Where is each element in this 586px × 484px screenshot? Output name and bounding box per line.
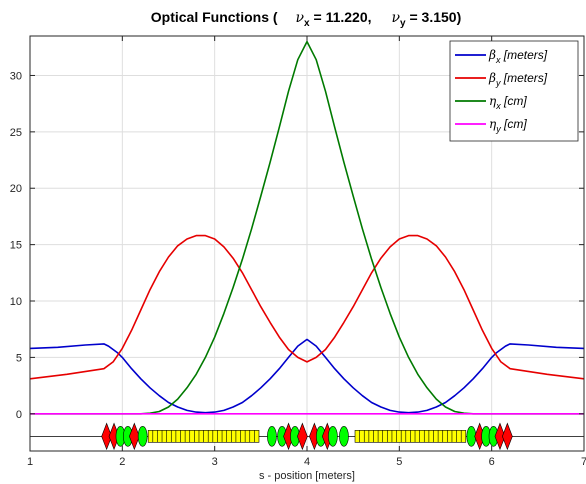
plot-frame	[29, 35, 585, 452]
x-tick-label-7: 7	[581, 456, 586, 468]
lattice-elements	[30, 422, 584, 451]
title-nu-y-sub: y	[400, 18, 406, 29]
chart-title: Optical Functions (νx = 11.220, νy = 3.15…	[151, 9, 462, 29]
title-nu-x-value: = 11.220,	[310, 9, 372, 25]
legend-entry-3: ηy [cm]	[489, 117, 527, 134]
y-tick-label-25: 25	[10, 127, 22, 139]
lattice-quad-focusing-22	[494, 422, 506, 451]
lattice-quad-defocusing-15	[328, 426, 338, 447]
y-tick-label-20: 20	[10, 183, 22, 195]
tick-labels: 1 2 3 4 5 6 7 0 5 10 15 20 25 30	[10, 70, 586, 468]
legend-entry-1: βy [meters]	[488, 71, 548, 88]
series-lines	[29, 40, 585, 415]
x-tick-label-1: 1	[27, 456, 33, 468]
x-tick-label-3: 3	[212, 456, 218, 468]
y-tick-label-5: 5	[16, 352, 22, 364]
series-line-1	[29, 234, 585, 380]
lattice-quad-focusing-11	[297, 422, 308, 451]
legend-entry-0: βx [meters]	[488, 48, 548, 65]
lattice-quad-focusing-23	[502, 422, 513, 451]
title-nu-y-symbol: ν	[392, 10, 401, 26]
x-tick-label-2: 2	[119, 456, 125, 468]
legend-entry-2: ηx [cm]	[489, 94, 527, 111]
lattice-quad-focusing-4	[129, 422, 140, 451]
series-line-0	[29, 338, 585, 414]
x-tick-label-6: 6	[489, 456, 495, 468]
lattice-quad-focusing-0	[101, 422, 112, 451]
legend: βx [meters] βy [meters] ηx [cm] ηy [cm]	[449, 40, 579, 142]
title-nu-x-symbol: ν	[296, 10, 305, 26]
title-nu-y-value: = 3.150)	[406, 9, 462, 25]
y-tick-label-30: 30	[10, 70, 22, 82]
y-tick-label-15: 15	[10, 240, 22, 252]
title-prefix: Optical Functions (	[151, 9, 278, 25]
lattice-quad-defocusing-16	[339, 426, 349, 447]
x-tick-label-4: 4	[304, 456, 310, 468]
x-tick-label-5: 5	[396, 456, 402, 468]
lattice-quad-defocusing-5	[137, 426, 148, 447]
lattice-quad-defocusing-7	[267, 426, 277, 447]
y-tick-label-0: 0	[16, 409, 22, 421]
title-nu-x-sub: x	[304, 18, 310, 29]
x-axis-label: s - position [meters]	[259, 470, 355, 482]
series-line-2	[30, 40, 584, 415]
y-tick-label-10: 10	[10, 296, 22, 308]
